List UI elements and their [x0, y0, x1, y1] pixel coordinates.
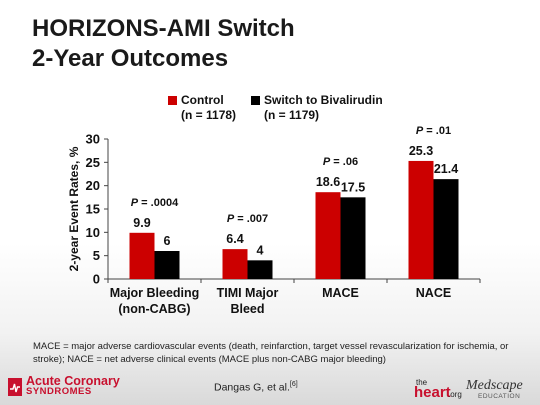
p-value-number: = .01 [423, 125, 451, 137]
p-value-symbol: P [227, 213, 235, 225]
medscape-logo-main: Medscape [466, 378, 523, 393]
bar-control [315, 192, 341, 279]
medscape-logo: Medscape EDUCATION [466, 378, 536, 402]
y-axis-title: 2-year Event Rates, % [67, 146, 81, 271]
data-label: 6.4 [226, 232, 243, 246]
p-value-number: = .06 [330, 156, 358, 168]
data-label: 25.3 [409, 144, 433, 158]
acs-logo-icon [8, 378, 22, 396]
footnote: MACE = major adverse cardiovascular even… [33, 341, 509, 365]
p-value-label: P = .007 [227, 213, 268, 225]
x-category-label: MACE [322, 286, 359, 300]
slide-title: HORIZONS-AMI Switch 2-Year Outcomes [32, 14, 295, 74]
bar-bivalirudin [433, 179, 459, 279]
p-value-label: P = .0004 [131, 197, 179, 209]
p-value-number: = .0004 [138, 197, 179, 209]
theheart-logo-main: heart [414, 384, 451, 401]
bar-bivalirudin [340, 197, 366, 279]
medscape-logo-sub: EDUCATION [478, 393, 521, 400]
x-category-label: NACE [416, 286, 451, 300]
x-category-label: Bleed [230, 302, 264, 316]
y-tick-label: 25 [86, 155, 100, 170]
bar-control [129, 232, 155, 279]
data-label: 6 [164, 234, 171, 248]
data-label: 4 [257, 243, 264, 257]
p-value-number: = .007 [234, 213, 268, 225]
legend-label-bivalirudin: Switch to Bivalirudin [264, 93, 383, 107]
acute-coronary-syndromes-logo: Acute Coronary SYNDROMES [6, 374, 136, 402]
title-line-2: 2-Year Outcomes [32, 45, 229, 72]
data-label: 18.6 [316, 175, 340, 189]
theheart-logo-org: .org [448, 390, 462, 399]
data-label: 21.4 [434, 162, 458, 176]
theheart-logo: the heart .org [404, 378, 464, 402]
y-tick-label: 5 [93, 248, 100, 263]
p-value-symbol: P [323, 156, 331, 168]
x-category-label: Major Bleeding [110, 286, 200, 300]
p-value-label: P = .06 [323, 156, 358, 168]
legend-swatch-control [168, 96, 177, 105]
bar-bivalirudin [154, 251, 180, 279]
data-label: 17.5 [341, 180, 365, 194]
legend-n-control: (n = 1178) [181, 108, 237, 122]
citation-text: Dangas G, et al. [214, 381, 290, 394]
data-label: 9.9 [133, 216, 150, 230]
legend-label-control: Control [181, 93, 224, 107]
y-tick-label: 0 [93, 272, 100, 287]
bar-control [222, 249, 248, 279]
y-tick-label: 30 [86, 132, 100, 147]
x-category-label: TIMI Major [217, 286, 279, 300]
acs-logo-line2: SYNDROMES [26, 386, 92, 397]
bar-bivalirudin [247, 260, 273, 279]
legend-n-bivalirudin: (n = 1179) [264, 108, 320, 122]
acs-logo-line1: Acute Coronary [26, 374, 120, 388]
y-tick-label: 15 [86, 202, 100, 217]
y-tick-label: 20 [86, 178, 100, 193]
citation-ref: [6] [289, 381, 298, 388]
x-category-label: (non-CABG) [118, 302, 190, 316]
p-value-symbol: P [131, 197, 139, 209]
title-line-1: HORIZONS-AMI Switch [32, 15, 295, 42]
legend-swatch-bivalirudin [251, 96, 260, 105]
bar-control [408, 160, 434, 279]
p-value-symbol: P [416, 125, 424, 137]
y-tick-label: 10 [86, 225, 100, 240]
p-value-label: P = .01 [416, 125, 451, 137]
theheart-logo-the: the [416, 378, 428, 387]
citation: Dangas G, et al.[6] [214, 381, 298, 394]
